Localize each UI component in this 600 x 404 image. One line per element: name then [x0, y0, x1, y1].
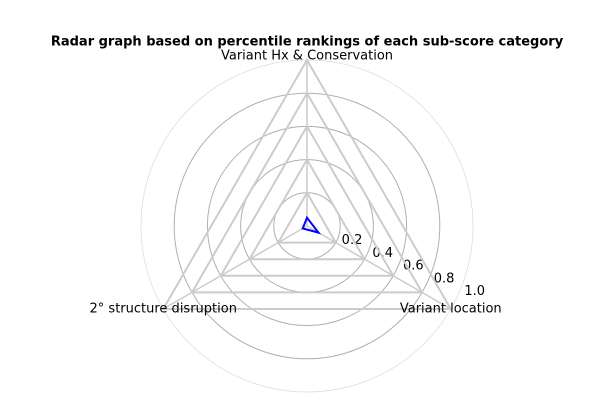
category-label: Variant Hx & Conservation	[221, 49, 393, 64]
grid-polygon	[161, 58, 453, 310]
spoke	[306, 225, 452, 310]
data-polygon	[301, 215, 322, 235]
grid-polygon	[219, 124, 395, 277]
spoke	[162, 225, 308, 310]
chart-title: Radar graph based on percentile rankings…	[51, 35, 564, 50]
grid-polygon	[247, 157, 367, 261]
grid-polygon	[276, 190, 338, 244]
r-tick-label: 0.8	[434, 271, 455, 286]
category-label: Variant location	[400, 302, 502, 317]
r-tick-label: 1.0	[464, 284, 485, 299]
grid-polygon	[190, 91, 424, 294]
r-tick-label: 0.2	[342, 233, 363, 248]
category-label: 2° structure disruption	[90, 302, 237, 317]
